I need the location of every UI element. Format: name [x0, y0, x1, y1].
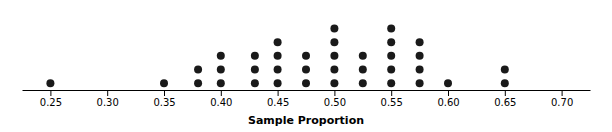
dot — [330, 25, 338, 33]
x-tick: 0.50 — [324, 90, 346, 108]
dot — [416, 66, 424, 74]
x-tick-mark — [391, 90, 392, 96]
dot — [302, 79, 310, 87]
dot — [217, 52, 225, 60]
dot — [387, 79, 395, 87]
x-tick: 0.70 — [551, 90, 573, 108]
x-tick-label: 0.65 — [494, 97, 516, 108]
x-tick: 0.40 — [210, 90, 232, 108]
x-tick-mark — [448, 90, 449, 96]
x-tick-label: 0.45 — [267, 97, 289, 108]
x-tick-label: 0.60 — [437, 97, 459, 108]
x-tick-mark — [278, 90, 279, 96]
dot — [444, 79, 452, 87]
dot — [330, 66, 338, 74]
x-tick-mark — [50, 90, 51, 96]
dot — [274, 66, 282, 74]
dot — [274, 38, 282, 46]
x-tick: 0.30 — [97, 90, 119, 108]
x-tick-mark — [164, 90, 165, 96]
dot — [359, 66, 367, 74]
dot — [217, 66, 225, 74]
x-tick: 0.25 — [40, 90, 62, 108]
dot — [194, 66, 202, 74]
dot — [302, 66, 310, 74]
plot: 0.25 0.30 0.35 0.40 0.45 0.50 0.55 0.60 0.65 0.70 — [23, 25, 591, 109]
dot — [160, 79, 168, 87]
x-tick-label: 0.25 — [40, 97, 62, 108]
dot — [359, 79, 367, 87]
x-tick: 0.60 — [437, 90, 459, 108]
dot — [251, 79, 259, 87]
x-tick: 0.35 — [153, 90, 175, 108]
dot — [274, 79, 282, 87]
x-axis-title: Sample Proportion — [248, 114, 364, 127]
dot — [416, 52, 424, 60]
dot — [387, 52, 395, 60]
dot — [194, 79, 202, 87]
x-axis: 0.25 0.30 0.35 0.40 0.45 0.50 0.55 0.60 0.65 0.70 — [23, 90, 591, 108]
dot — [501, 66, 509, 74]
dot — [359, 52, 367, 60]
dot — [387, 25, 395, 33]
dot — [251, 66, 259, 74]
dots — [46, 25, 508, 88]
x-tick-mark — [334, 90, 335, 96]
dot — [46, 79, 54, 87]
x-tick-label: 0.30 — [97, 97, 119, 108]
x-tick-mark — [107, 90, 108, 96]
x-tick: 0.55 — [381, 90, 403, 108]
dot — [416, 38, 424, 46]
dot — [330, 79, 338, 87]
dot — [387, 38, 395, 46]
dot — [330, 38, 338, 46]
dot — [416, 79, 424, 87]
dot — [217, 79, 225, 87]
x-tick-mark — [505, 90, 506, 96]
dot — [387, 66, 395, 74]
x-tick-label: 0.55 — [381, 97, 403, 108]
x-tick-mark — [221, 90, 222, 96]
dot — [251, 52, 259, 60]
x-tick-label: 0.40 — [210, 97, 232, 108]
x-tick-label: 0.35 — [153, 97, 175, 108]
x-tick-mark — [562, 90, 563, 96]
dot — [274, 52, 282, 60]
dot — [302, 52, 310, 60]
chart: 0.25 0.30 0.35 0.40 0.45 0.50 0.55 0.60 0.65 0.70… — [0, 0, 612, 132]
x-tick-label: 0.70 — [551, 97, 573, 108]
dot — [330, 52, 338, 60]
x-tick: 0.65 — [494, 90, 516, 108]
x-tick: 0.45 — [267, 90, 289, 108]
dot — [501, 79, 509, 87]
x-tick-label: 0.50 — [324, 97, 346, 108]
